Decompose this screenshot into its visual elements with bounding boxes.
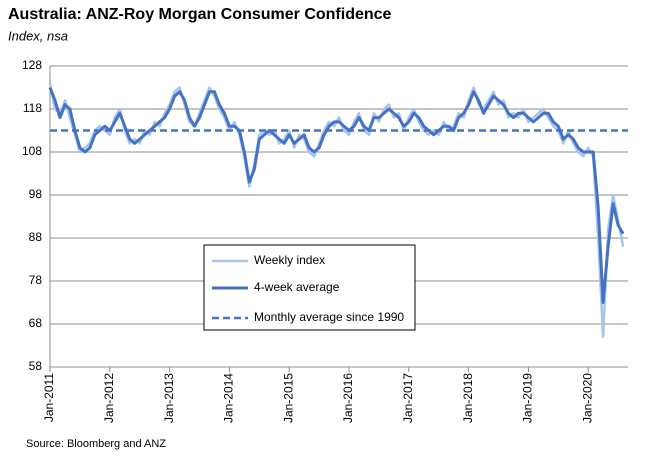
y-tick-label: 108	[22, 144, 42, 158]
grid: 58 68 78 88 98 108 118 128 Jan-2011 Jan-2012 Jan-2…	[22, 58, 628, 423]
y-tick-label: 68	[29, 316, 43, 330]
x-tick-label: Jan-2016	[341, 373, 355, 423]
chart-subtitle: Index, nsa	[8, 28, 68, 43]
chart-title: Australia: ANZ-Roy Morgan Consumer Confi…	[8, 6, 392, 23]
legend: Weekly index 4-week average Monthly averag…	[203, 244, 416, 331]
y-tick-label: 58	[29, 359, 43, 373]
legend-label: Weekly index	[254, 253, 325, 267]
legend-label: 4-week average	[254, 280, 340, 294]
legend-label: Monthly average since 1990	[254, 310, 404, 324]
y-tick-label: 98	[29, 187, 43, 201]
x-tick-label: Jan-2019	[521, 373, 535, 423]
x-tick-label: Jan-2020	[580, 373, 594, 423]
y-tick-label: 88	[29, 230, 43, 244]
x-tick-label: Jan-2018	[461, 373, 475, 423]
source-note: Source: Bloomberg and ANZ	[26, 438, 166, 450]
x-tick-label: Jan-2014	[222, 373, 236, 423]
x-tick-label: Jan-2017	[401, 373, 415, 423]
x-tick-label: Jan-2015	[281, 373, 295, 423]
series-line	[48, 86, 625, 304]
x-tick-label: Jan-2012	[102, 373, 116, 423]
x-tick-label: Jan-2013	[162, 373, 176, 423]
y-tick-label: 118	[23, 101, 42, 115]
y-tick-label: 128	[22, 58, 42, 72]
plot-area	[48, 82, 628, 339]
y-tick-label: 78	[29, 273, 43, 287]
x-tick-label: Jan-2011	[42, 373, 56, 422]
